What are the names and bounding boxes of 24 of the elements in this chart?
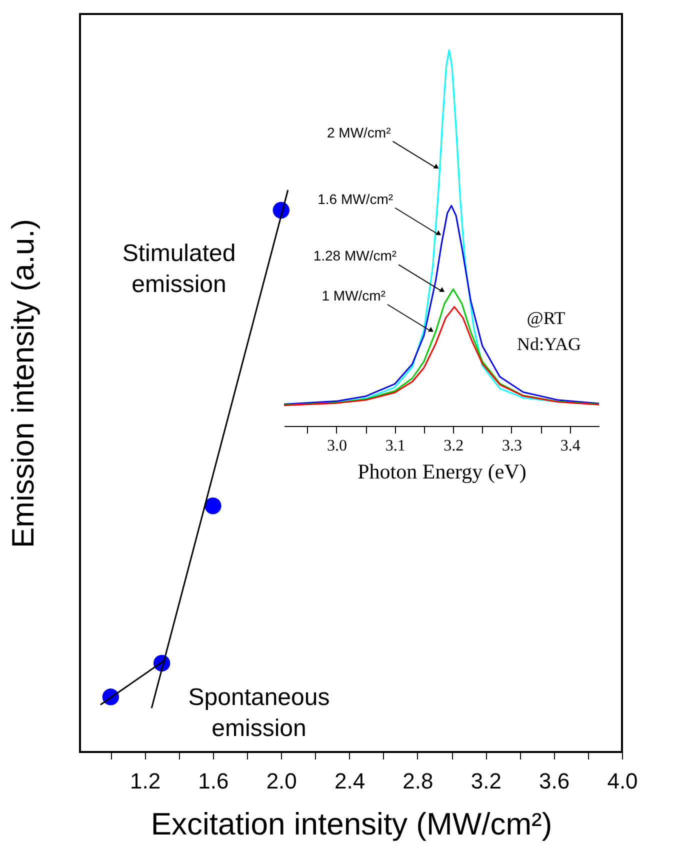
x-axis-title: Excitation intensity (MW/cm²) — [150, 806, 552, 842]
annotation: Stimulated emission — [122, 240, 236, 298]
x-tick-label: 3.3 — [502, 438, 522, 454]
y-axis-title: Emission intensity (a.u.) — [6, 218, 40, 548]
x-tick-label: 3.2 — [470, 768, 502, 794]
x-tick-label: 3.4 — [560, 438, 580, 454]
x-tick-label: 2.0 — [266, 768, 297, 794]
x-tick-label: 1.2 — [130, 768, 161, 794]
annotation: @RT — [526, 308, 566, 328]
x-tick-label: 1.6 — [198, 768, 229, 794]
x-axis-title: Photon Energy (eV) — [358, 460, 526, 484]
x-tick-label: 2.4 — [334, 768, 366, 794]
annotation: 1.6 MW/cm² — [318, 190, 394, 207]
annotation: Spontaneous emission — [188, 684, 330, 742]
x-tick-label: 3.2 — [444, 438, 464, 454]
annotation: 2 MW/cm² — [326, 124, 392, 140]
x-tick-label: 3.0 — [327, 438, 347, 454]
annotation: Nd:YAG — [516, 334, 582, 354]
x-tick-label: 4.0 — [607, 768, 638, 794]
annotation: 1 MW/cm² — [322, 288, 386, 304]
x-tick-label: 3.6 — [539, 768, 570, 794]
x-tick-label: 2.8 — [402, 768, 434, 794]
x-tick-label: 3.1 — [385, 438, 406, 454]
annotation: 1.28 MW/cm² — [313, 248, 397, 264]
